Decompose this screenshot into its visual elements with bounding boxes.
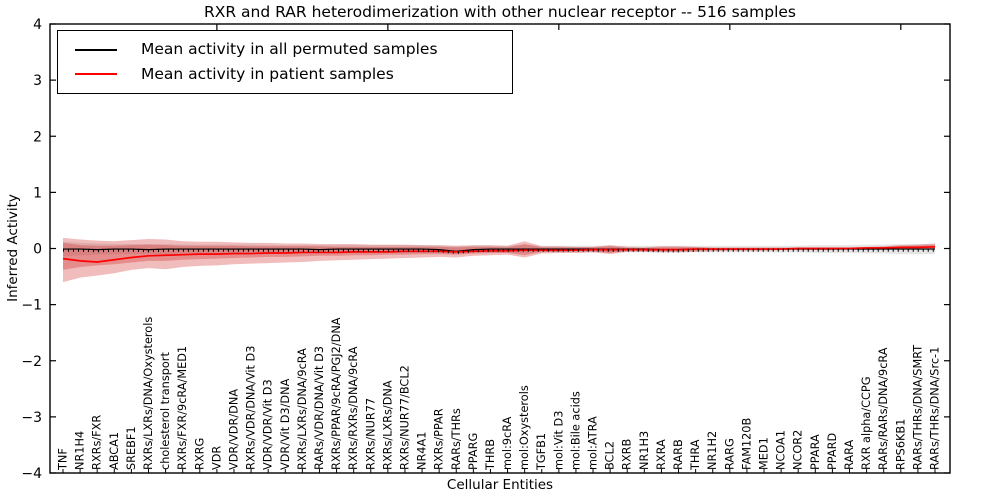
x-tick-label: RXRs/RXRs/DNA/9cRA <box>347 346 360 470</box>
x-axis-label: Cellular Entities <box>446 477 554 493</box>
x-tick-label: RARA <box>843 439 856 470</box>
x-tick-label: RARs/THRs/DNA/Src-1 <box>929 347 942 470</box>
x-tick-label: VDR/VDR/Vit D3 <box>262 379 275 470</box>
y-tick-label: 2 <box>33 129 42 145</box>
x-tick-label: MED1 <box>758 437 771 470</box>
legend-label-permuted: Mean activity in all permuted samples <box>141 40 438 59</box>
x-tick-label: RXRs/LXRs/DNA/Oxysterols <box>142 317 155 470</box>
legend-entry-patient: Mean activity in patient samples <box>75 64 512 83</box>
x-tick-label: SREBF1 <box>125 426 138 470</box>
x-tick-label: TNF <box>57 448 70 471</box>
y-tick-label: 1 <box>33 185 42 201</box>
x-tick-label: RXRs/FXR/9cRA/MED1 <box>176 346 189 470</box>
legend-label-patient: Mean activity in patient samples <box>141 64 394 83</box>
x-tick-label: mol:Bile acids <box>569 391 582 470</box>
x-tick-label: RPS6KB1 <box>894 419 907 470</box>
y-tick-label: 3 <box>33 73 42 89</box>
x-tick-label: PPARD <box>826 433 839 470</box>
x-tick-label: RARs/THRs <box>450 408 463 470</box>
x-tick-label: BCL2 <box>604 441 617 470</box>
x-tick-label: mol:ATRA <box>587 416 600 470</box>
chart-title: RXR and RAR heterodimerization with othe… <box>203 3 797 21</box>
x-tick-label: RARs/THRs/DNA/SMRT <box>911 345 924 470</box>
y-tick-label: −2 <box>21 354 42 370</box>
y-tick-label: 4 <box>33 17 42 33</box>
x-tick-label: VDR/Vit D3/DNA <box>279 378 292 470</box>
x-tick-label: VDR <box>210 446 223 470</box>
y-axis-label: Inferred Activity <box>5 194 21 302</box>
x-tick-label: NR1H2 <box>706 431 719 470</box>
x-tick-label: mol:Oxysterols <box>518 385 531 470</box>
x-tick-label: RXRs/PPAR/9cRA/PGJ2/DNA <box>330 317 343 470</box>
x-tick-label: RXRs/NUR77/BCL2 <box>398 365 411 470</box>
x-tick-label: RXR alpha/CCPG <box>860 377 873 471</box>
x-tick-label: RXRB <box>621 439 634 470</box>
x-tick-label: RXRs/FXR <box>91 415 104 470</box>
x-tick-label: RXRA <box>655 439 668 470</box>
x-tick-label: PPARG <box>467 433 480 470</box>
legend-entry-permuted: Mean activity in all permuted samples <box>75 41 512 58</box>
x-tick-label: FAM120B <box>740 418 753 470</box>
x-tick-label: ABCA1 <box>108 432 121 470</box>
x-tick-label: RXRs/VDR/DNA/Vit D3 <box>245 346 258 470</box>
x-tick-label: VDR/VDR/DNA <box>227 389 240 470</box>
x-tick-label: RXRs/NUR77 <box>364 398 377 470</box>
x-tick-label: RARG <box>723 438 736 470</box>
x-tick-label: RXRs/PPAR <box>433 408 446 470</box>
x-tick-label: THRA <box>689 439 702 471</box>
x-tick-label: PPARA <box>809 434 822 470</box>
x-tick-label: RARB <box>672 439 685 470</box>
permuted-line-swatch <box>75 48 117 51</box>
patient-line-swatch <box>75 73 117 76</box>
x-tick-label: NR1H3 <box>638 431 651 470</box>
x-tick-label: RARs/VDR/DNA/Vit D3 <box>313 346 326 470</box>
x-tick-label: TGFB1 <box>535 433 548 471</box>
y-tick-label: −1 <box>21 298 42 314</box>
x-tick-label: NR1H4 <box>74 431 87 470</box>
series-line-patient <box>62 245 936 263</box>
patient-samples-outer-band <box>63 237 935 283</box>
y-tick-label: −3 <box>21 410 42 426</box>
x-tick-label: NCOR2 <box>792 430 805 470</box>
permuted-line-texture <box>63 248 935 255</box>
x-tick-label: mol:Vit D3 <box>552 411 565 470</box>
x-tick-label: NCOA1 <box>775 430 788 470</box>
x-tick-label: NR4A1 <box>416 432 429 470</box>
x-tick-label: RARs/RARs/DNA/9cRA <box>877 347 890 470</box>
x-tick-label: THRB <box>484 439 497 471</box>
x-tick-label: RXRs/LXRs/DNA <box>381 380 394 470</box>
y-tick-label: 0 <box>33 242 42 258</box>
y-tick-label: −4 <box>21 466 42 482</box>
legend: Mean activity in all permuted samples Me… <box>57 30 513 94</box>
x-tick-label: mol:9cRA <box>501 416 514 470</box>
x-tick-label: RXRG <box>193 438 206 470</box>
x-tick-label: cholesterol transport <box>159 352 172 470</box>
x-tick-label: RXRs/LXRs/DNA/9cRA <box>296 348 309 470</box>
